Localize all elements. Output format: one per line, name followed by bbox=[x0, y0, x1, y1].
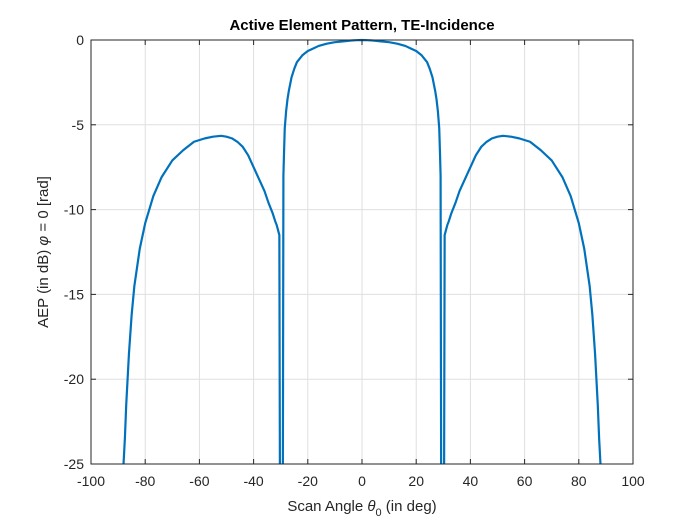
series-line-segment-1 bbox=[122, 134, 281, 465]
x-tick-label: -40 bbox=[243, 473, 263, 489]
y-tick-label: -25 bbox=[64, 456, 84, 472]
y-tick-label: -20 bbox=[64, 371, 84, 387]
x-tick-label: 60 bbox=[517, 473, 533, 489]
x-tick-label: 100 bbox=[621, 473, 645, 489]
x-tick-label: 0 bbox=[358, 473, 366, 489]
y-tick-label: 0 bbox=[76, 32, 84, 48]
y-tick-label: -10 bbox=[64, 202, 84, 218]
y-axis-label: AEP (in dB) φ = 0 [rad] bbox=[35, 176, 52, 328]
x-axis-label: Scan Angle θ0 (in deg) bbox=[287, 498, 436, 519]
x-tick-label: -20 bbox=[298, 473, 318, 489]
x-tick-label: 40 bbox=[463, 473, 479, 489]
series-line-segment-3 bbox=[443, 134, 602, 465]
x-tick-label: -100 bbox=[77, 473, 105, 489]
tick-labels-layer: -100 -80 -60 -40 -20 0 20 40 60 80 100-25-20-15-10… bbox=[64, 32, 645, 489]
x-tick-label: -60 bbox=[189, 473, 209, 489]
x-axis-label-subscript: 0 bbox=[376, 507, 382, 519]
ticks-layer bbox=[90, 39, 634, 465]
x-axis-label-suffix: (in deg) bbox=[382, 498, 437, 515]
y-tick-label: -15 bbox=[64, 286, 84, 302]
x-tick-label: -80 bbox=[135, 473, 155, 489]
y-axis-label-symbol: φ bbox=[35, 236, 52, 246]
y-axis-label-suffix: = 0 [rad] bbox=[35, 176, 52, 236]
x-axis-label-prefix: Scan Angle bbox=[287, 498, 367, 515]
chart-title: Active Element Pattern, TE-Incidence bbox=[229, 17, 494, 34]
grid-lines bbox=[91, 40, 633, 464]
y-tick-label: -5 bbox=[72, 117, 85, 133]
y-axis-label-prefix: AEP (in dB) bbox=[35, 246, 52, 328]
x-tick-label: 20 bbox=[408, 473, 424, 489]
x-axis-label-symbol: θ bbox=[367, 498, 375, 515]
x-tick-label: 80 bbox=[571, 473, 587, 489]
